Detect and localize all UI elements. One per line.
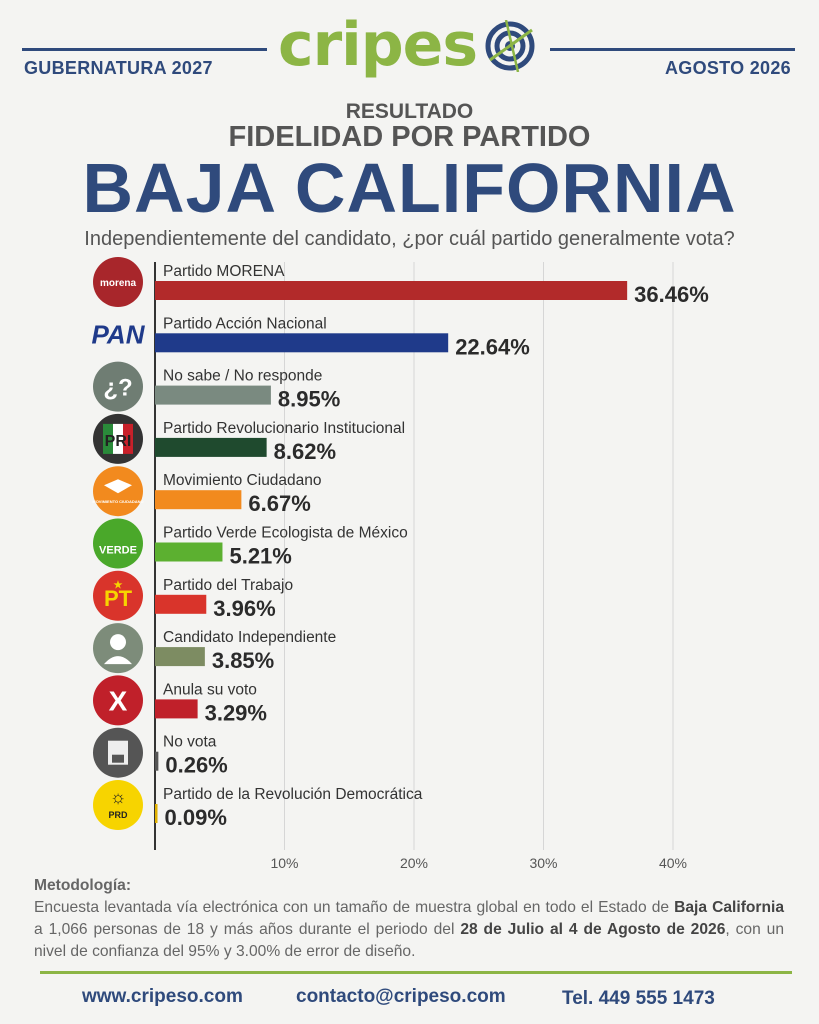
value-label: 0.26% [165,753,227,778]
x-icon: X [93,675,143,726]
logo-text-green: cripes [278,10,478,80]
value-label: 0.09% [165,805,227,830]
value-label: 22.64% [455,334,530,359]
methodology-state: Baja California [674,899,785,916]
category-label: Anula su voto [163,681,257,698]
pt-icon: PT★ [93,570,143,621]
pan-icon: PAN [92,319,146,349]
person-icon [93,623,143,674]
category-label: Candidato Independiente [163,629,336,646]
value-label: 36.46% [634,282,709,307]
result-label: RESULTADO [345,100,474,123]
value-label: 5.21% [229,544,291,569]
cripeso-logo: cripes [278,10,540,84]
value-label: 8.95% [278,387,340,412]
question-icon: ¿? [93,361,143,412]
bar [155,751,159,771]
bar [155,804,158,823]
bar [155,542,223,562]
bar [155,490,242,510]
state-title: BAJA CALIFORNIA [82,149,737,227]
x-tick-label: 10% [270,855,298,871]
x-tick-label: 30% [529,855,557,871]
category-label: Partido Verde Ecologista de México [163,525,408,542]
pri-icon: PRI [93,413,143,464]
movimiento-ciudadano-icon: MOVIMIENTO CIUDADANO [92,466,144,517]
category-label: Partido MORENA [163,263,285,280]
methodology: Metodología: Encuesta levantada vía elec… [34,875,784,963]
svg-text:VERDE: VERDE [99,545,137,557]
bar [155,594,207,614]
methodology-text: Encuesta levantada vía electrónica con u… [34,899,785,960]
x-tick-label: 20% [400,855,428,871]
category-label: No sabe / No responde [163,368,322,385]
svg-text:PAN: PAN [92,319,146,349]
bar [155,281,628,300]
bar [155,699,198,719]
category-label: No vota [163,734,217,751]
website-link[interactable]: www.cripeso.com [82,986,243,1007]
prd-icon: ☼ PRD [93,780,143,830]
header-rule-left [22,48,267,51]
value-label: 3.85% [212,648,274,673]
footer-rule [40,971,792,974]
value-label: 3.96% [213,596,275,621]
methodology-title: Metodología: [34,877,132,894]
svg-text:MOVIMIENTO CIUDADANO: MOVIMIENTO CIUDADANO [92,499,143,504]
bar-chart: 10% 20% 30% 40% morena Partido MORENA 36.46% PA… [92,257,709,871]
value-label: 3.29% [205,700,267,725]
target-icon [485,20,535,72]
ballot-icon [93,727,143,778]
category-label: Partido Acción Nacional [163,315,327,332]
bar [155,437,267,457]
header-rule-right [550,48,795,51]
svg-text:★: ★ [114,580,123,591]
svg-text:¿?: ¿? [103,375,132,402]
category-label: Partido de la Revolución Democrática [163,786,423,803]
svg-text:X: X [109,685,128,716]
bar [155,385,271,405]
bar [155,647,205,667]
category-label: Movimiento Ciudadano [163,472,322,489]
election-tag: GUBERNATURA 2027 [24,58,213,78]
methodology-period: 28 de Julio al 4 de Agosto de 2026 [460,921,726,938]
date-tag: AGOSTO 2026 [664,58,791,78]
value-label: 6.67% [248,491,310,516]
bar [155,333,449,353]
svg-text:PRI: PRI [105,433,132,450]
svg-text:☼: ☼ [110,787,127,807]
email-link[interactable]: contacto@cripeso.com [296,986,506,1007]
phone-number: Tel. 449 555 1473 [562,988,715,1009]
verde-icon: VERDE [93,518,143,569]
svg-text:PRD: PRD [108,810,128,820]
value-label: 8.62% [274,439,336,464]
survey-question: Independientemente del candidato, ¿por c… [84,228,735,250]
svg-text:PT: PT [104,586,133,611]
x-tick-label: 40% [659,855,687,871]
category-label: Partido del Trabajo [163,577,293,594]
survey-title: FIDELIDAD POR PARTIDO [228,121,591,153]
morena-icon: morena [93,257,143,307]
svg-text:morena: morena [100,278,137,289]
category-label: Partido Revolucionario Institucional [163,420,405,437]
